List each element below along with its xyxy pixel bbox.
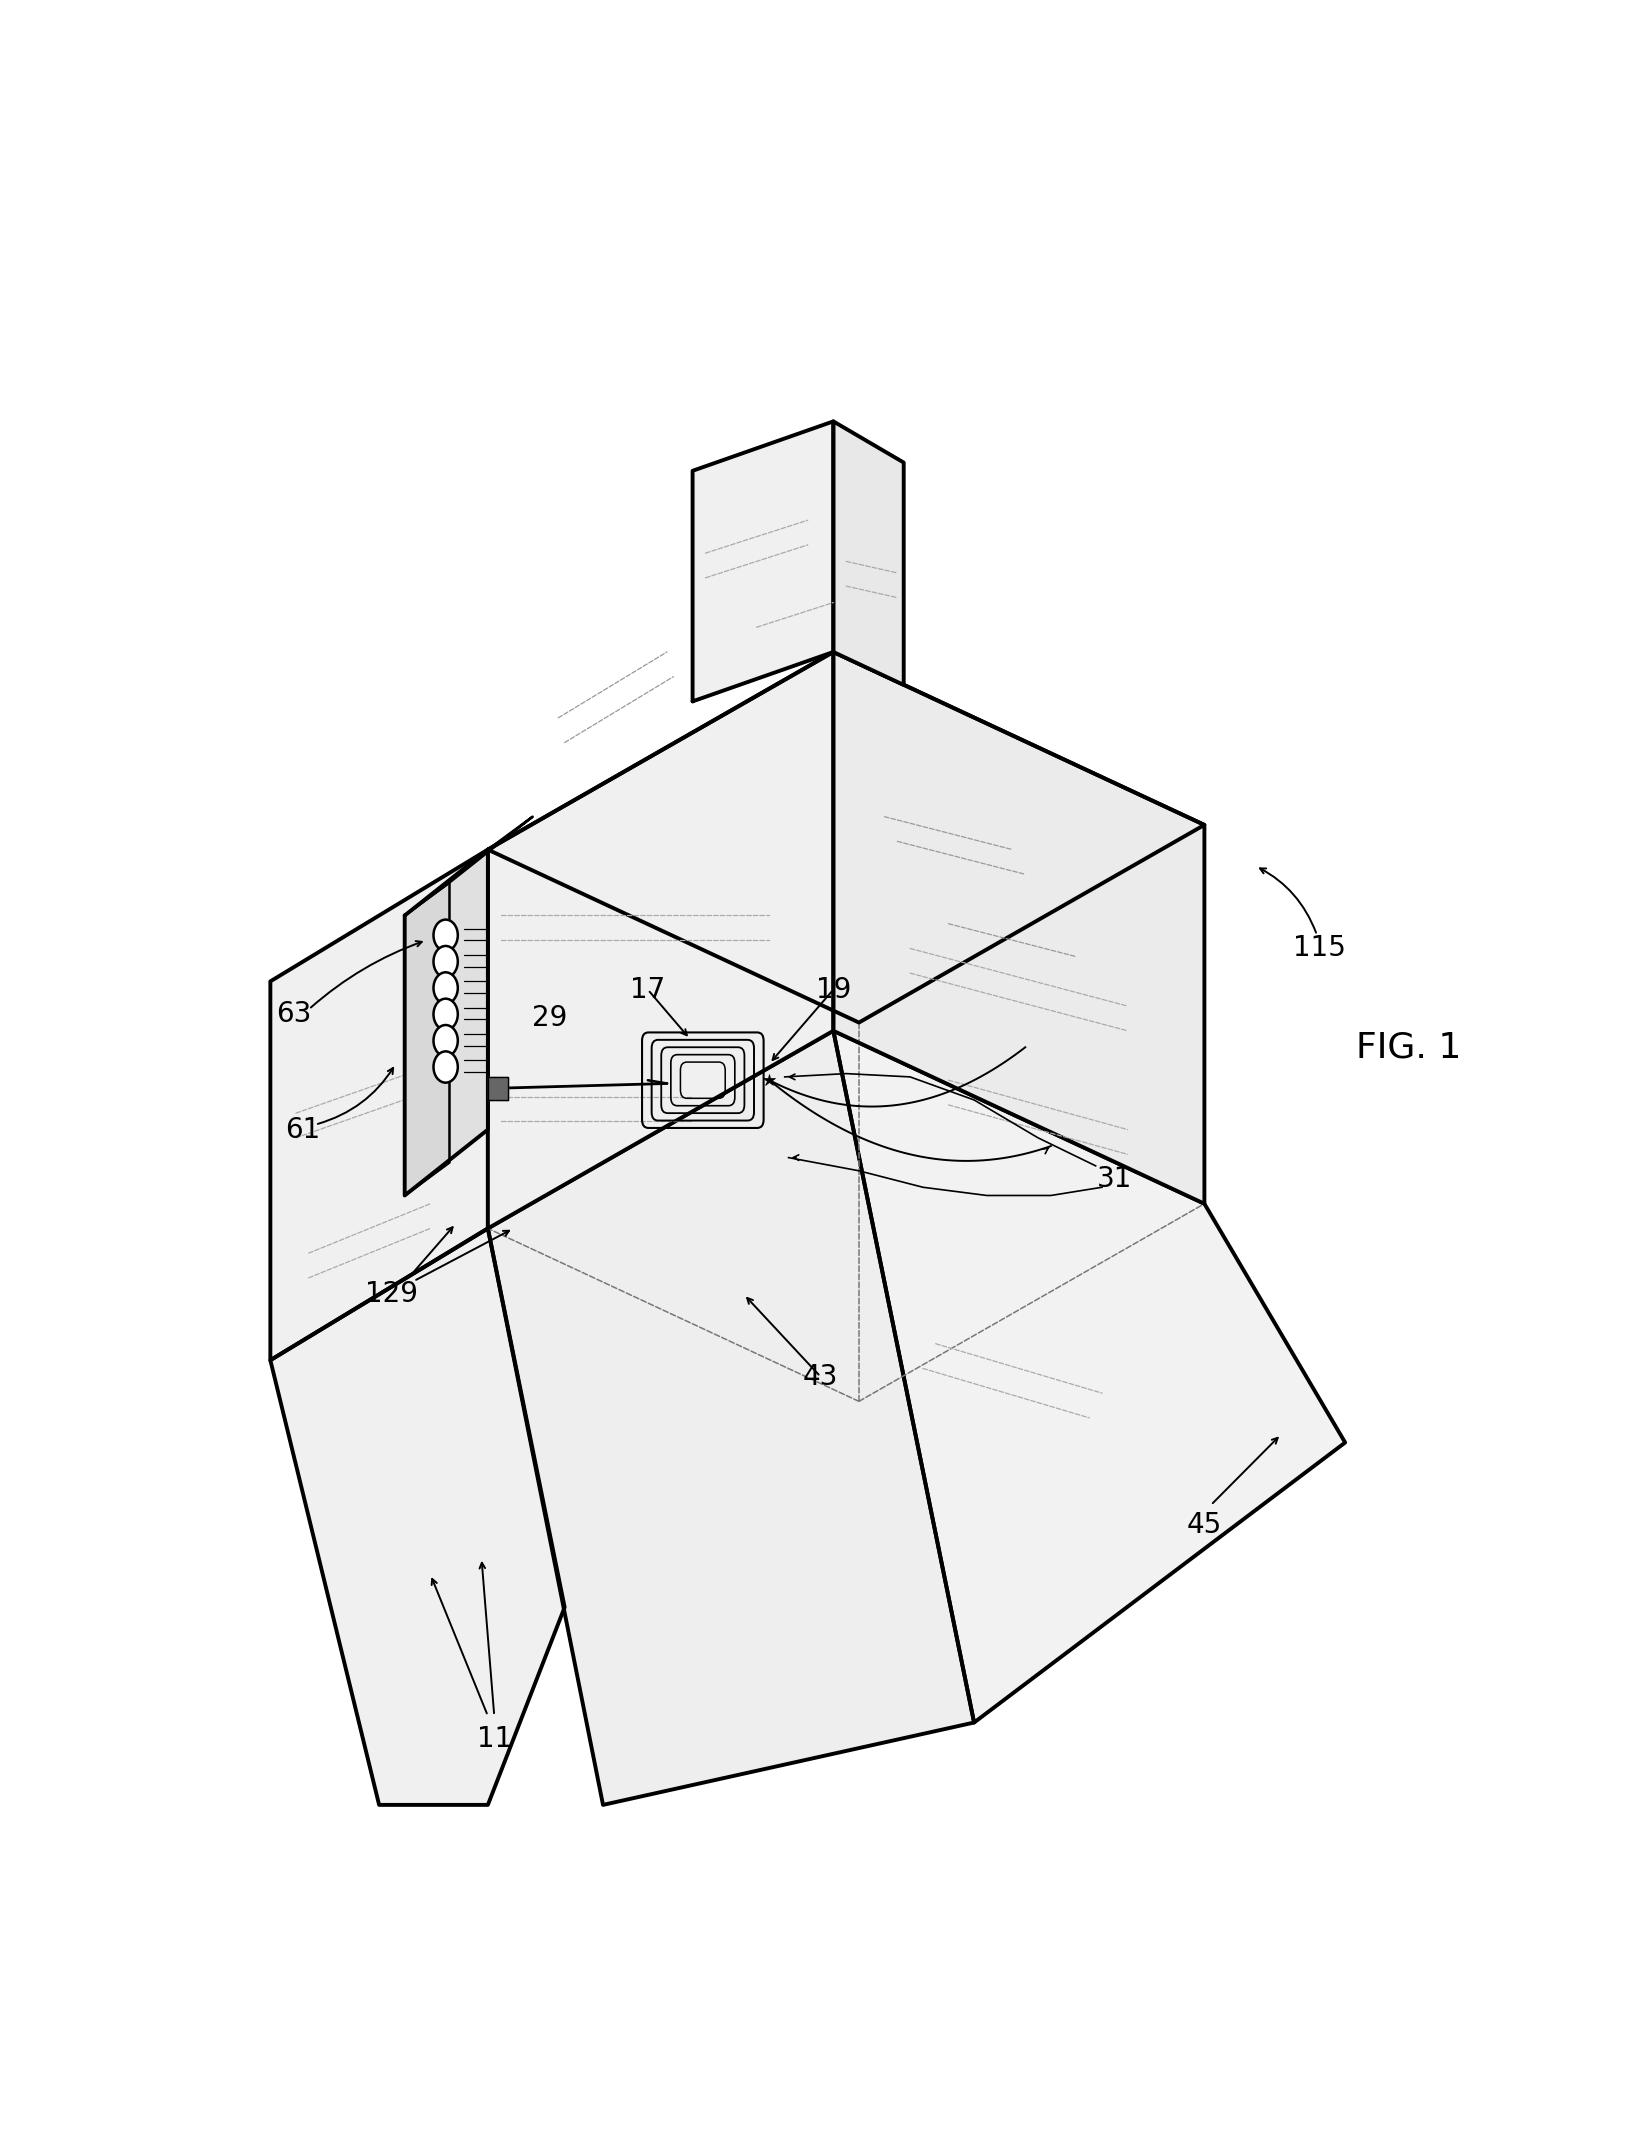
Polygon shape (834, 652, 1205, 1204)
Text: 61: 61 (284, 1117, 320, 1144)
Text: 11: 11 (477, 1724, 512, 1754)
Polygon shape (271, 1228, 565, 1805)
Text: 45: 45 (1187, 1510, 1222, 1538)
Polygon shape (834, 421, 903, 684)
Polygon shape (271, 849, 489, 1360)
Circle shape (434, 973, 457, 1003)
Text: 115: 115 (1293, 935, 1346, 963)
Polygon shape (489, 1031, 974, 1805)
Polygon shape (693, 421, 834, 702)
Polygon shape (489, 652, 1205, 1022)
Polygon shape (404, 883, 449, 1196)
Text: 29: 29 (532, 1003, 566, 1031)
Text: 63: 63 (276, 1001, 310, 1029)
Circle shape (434, 999, 457, 1031)
Circle shape (434, 920, 457, 952)
Text: 129: 129 (365, 1281, 418, 1309)
Text: 19: 19 (816, 975, 850, 1003)
Circle shape (434, 945, 457, 978)
Polygon shape (834, 1031, 1346, 1722)
Text: 31: 31 (1098, 1166, 1133, 1194)
Polygon shape (404, 817, 533, 915)
Polygon shape (404, 849, 489, 1196)
Text: FIG. 1: FIG. 1 (1357, 1031, 1461, 1065)
Polygon shape (489, 652, 834, 1228)
Circle shape (434, 1025, 457, 1057)
Polygon shape (489, 1076, 509, 1099)
Text: 43: 43 (802, 1363, 839, 1390)
Text: 17: 17 (631, 975, 665, 1003)
Circle shape (434, 1052, 457, 1082)
